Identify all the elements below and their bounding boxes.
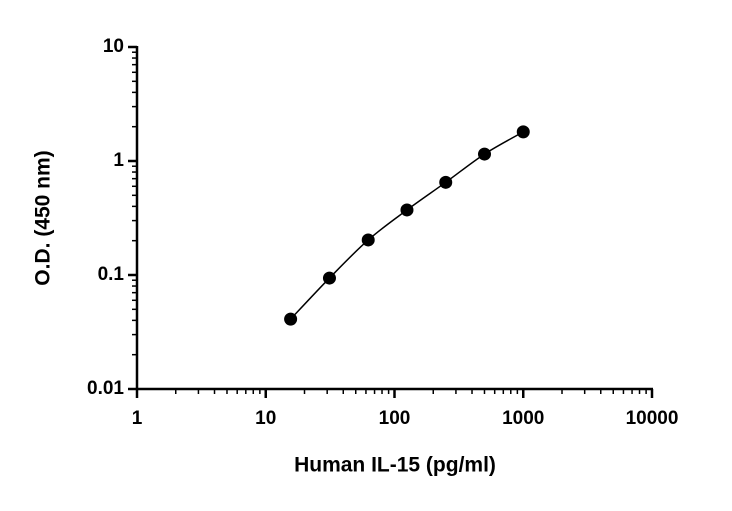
x-tick-label: 100 (379, 408, 411, 429)
data-point (477, 147, 491, 161)
x-axis-title: Human IL-15 (pg/ml) (294, 454, 496, 477)
data-point (361, 233, 375, 247)
data-point (284, 312, 298, 326)
y-tick-label: 1 (113, 150, 124, 171)
data-point (439, 175, 453, 189)
data-point (516, 125, 530, 139)
y-axis-title: O.D. (450 nm) (32, 150, 55, 285)
x-tick-label: 10 (255, 408, 276, 429)
x-tick-label: 1 (132, 408, 143, 429)
y-tick-label: 10 (103, 36, 124, 57)
y-tick-label: 0.01 (87, 378, 124, 399)
x-tick-label: 10000 (626, 408, 679, 429)
y-tick-label: 0.1 (98, 264, 125, 285)
data-point (322, 271, 336, 285)
fit-curve (290, 131, 524, 320)
x-tick-label: 1000 (502, 408, 544, 429)
data-point (400, 203, 414, 217)
